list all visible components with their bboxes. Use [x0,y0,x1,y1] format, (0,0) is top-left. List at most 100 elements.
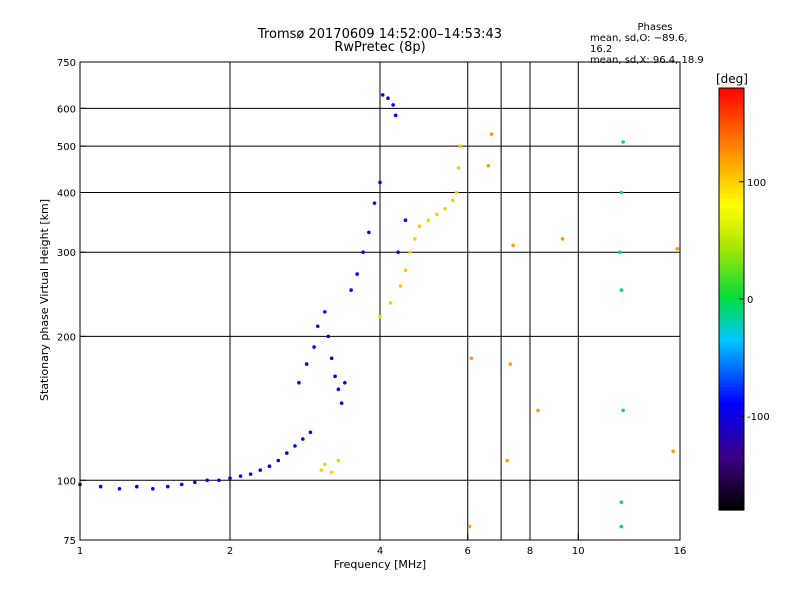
colorbar-segment [719,281,744,286]
colorbar-tick-label: 0 [747,295,753,306]
data-point [336,458,341,463]
data-point [413,237,417,241]
data-point [98,484,103,489]
colorbar-segment [719,464,744,469]
data-point [329,470,334,474]
data-point [336,387,341,392]
colorbar-segment [719,393,744,399]
colorbar-segment [719,119,744,124]
colorbar-segment [719,334,744,339]
data-point [193,480,197,485]
colorbar-segment [719,221,744,226]
data-point [217,478,221,483]
colorbar-segment [719,474,744,479]
colorbar-segment [719,450,744,455]
colorbar-segment [719,358,744,363]
colorbar-segment [719,492,744,497]
colorbar-segment [719,306,744,311]
colorbar-segment [719,499,744,504]
colorbar-tick-label: -100 [747,412,770,423]
data-point [426,218,431,223]
colorbar-segment [719,313,744,318]
colorbar-segment [719,316,744,321]
data-point [258,468,263,472]
colorbar-segment [719,211,744,216]
data-point [675,246,680,251]
colorbar-segment [719,91,744,96]
y-tick-label: 400 [57,188,76,199]
colorbar-segment [719,411,744,416]
data-point [403,268,408,273]
x-tick-label: 2 [227,546,233,557]
colorbar: [deg] 100 0 -100 [716,72,770,511]
colorbar-segment [719,485,744,490]
data-point [560,237,565,241]
colorbar-segment [719,260,744,265]
data-point [617,250,622,255]
colorbar-segment [719,228,744,233]
colorbar-segment [719,165,744,170]
x-tick-label: 6 [465,546,471,557]
data-point [380,93,385,97]
colorbar-segment [719,397,744,402]
data-point [398,284,403,288]
data-point [308,430,313,435]
x-tick-label: 16 [674,546,687,557]
colorbar-segment [719,408,744,413]
colorbar-segment [719,256,744,261]
data-point [372,201,377,205]
data-point [388,301,393,305]
data-point [511,243,515,248]
colorbar-segment [719,425,744,430]
colorbar-segment [719,418,744,423]
colorbar-segment [719,390,744,395]
data-point [443,206,447,211]
colorbar-segment [719,197,744,202]
y-tick-label: 500 [57,142,76,153]
colorbar-segment [719,242,744,247]
colorbar-segment [719,436,744,441]
colorbar-segment [719,376,744,381]
colorbar-segment [719,488,744,494]
data-point [343,380,347,385]
data-point [619,288,624,292]
data-point [326,334,331,339]
data-point [329,356,334,361]
chart-subtitle: RwPretec (8p) [334,40,426,55]
colorbar-segment [719,140,744,145]
data-point [619,524,624,529]
colorbar-segment [719,218,744,223]
x-axis-label: Frequency [MHz] [334,558,426,571]
y-tick-label: 750 [57,58,76,69]
colorbar-segment [719,284,744,290]
x-tick-label: 4 [377,546,383,557]
data-point [151,486,155,491]
data-point [117,486,122,491]
colorbar-segment [719,98,744,103]
data-point [378,314,382,319]
data-point [434,212,439,217]
data-point [396,250,400,255]
data-point [293,444,297,448]
y-tick-label: 600 [57,104,76,115]
colorbar-segment [719,481,744,486]
data-point [621,408,625,413]
data-point [367,230,371,235]
data-point [238,474,243,478]
data-point [469,356,474,361]
colorbar-segment [719,457,744,462]
colorbar-segment [719,288,744,293]
data-point [393,113,398,118]
colorbar-segment [719,478,744,483]
colorbar-segment [719,267,744,272]
colorbar-segment [719,161,744,166]
colorbar-segment [719,109,744,114]
data-point [361,250,365,255]
colorbar-segment [719,362,744,367]
phase-legend-title: Phases [637,22,673,33]
data-point [536,408,540,413]
colorbar-segment [719,446,744,451]
y-tick-label: 200 [57,332,76,343]
colorbar-segment [719,246,744,251]
y-tick-label: 100 [57,476,76,487]
